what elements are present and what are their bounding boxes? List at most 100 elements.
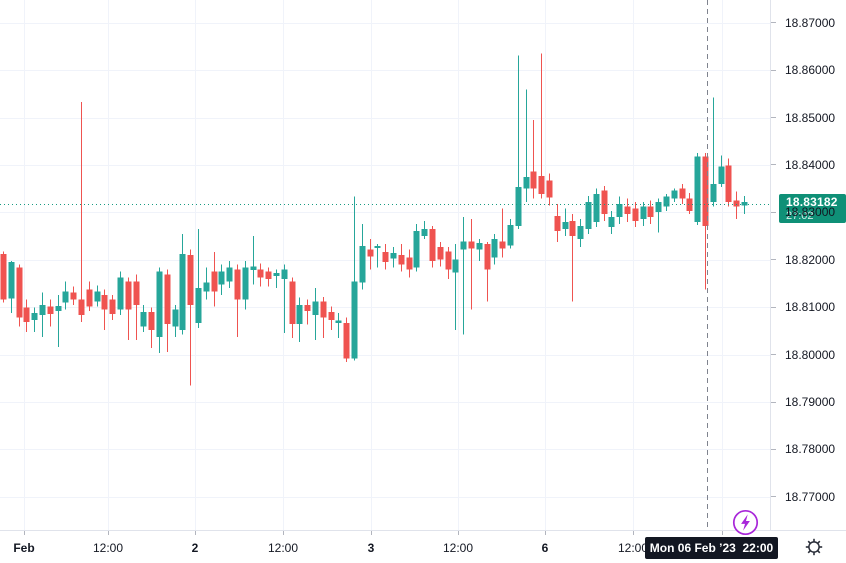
candle[interactable]: [359, 224, 366, 290]
settings-gear-icon[interactable]: [804, 537, 826, 559]
chart-plot-area[interactable]: [0, 0, 770, 536]
candle[interactable]: [491, 234, 498, 265]
candle[interactable]: [8, 261, 15, 313]
candle[interactable]: [562, 208, 569, 237]
candle[interactable]: [413, 224, 420, 272]
candle[interactable]: [304, 299, 311, 325]
candle[interactable]: [351, 196, 358, 361]
time-axis[interactable]: Mon 06 Feb ’23 22:00 Feb 12:00 2 12:00 3 12:0…: [0, 530, 846, 563]
candle[interactable]: [39, 292, 46, 338]
candle[interactable]: [265, 267, 272, 287]
candle[interactable]: [632, 201, 639, 228]
candle[interactable]: [273, 269, 280, 288]
candle[interactable]: [569, 213, 576, 302]
candle[interactable]: [546, 173, 553, 206]
candle[interactable]: [538, 53, 545, 199]
candle[interactable]: [382, 244, 389, 270]
candle[interactable]: [484, 242, 491, 302]
candle[interactable]: [109, 294, 116, 320]
candle[interactable]: [554, 203, 561, 243]
candle[interactable]: [468, 219, 475, 310]
candle[interactable]: [70, 286, 77, 305]
candle[interactable]: [289, 277, 296, 339]
candle[interactable]: [523, 89, 530, 202]
candle[interactable]: [725, 158, 732, 207]
candle[interactable]: [234, 264, 241, 338]
candle[interactable]: [640, 201, 647, 227]
candle[interactable]: [530, 119, 537, 199]
candle[interactable]: [226, 261, 233, 288]
candle[interactable]: [585, 195, 592, 235]
candle[interactable]: [452, 244, 459, 330]
candle[interactable]: [577, 219, 584, 247]
candle[interactable]: [257, 263, 264, 287]
lightning-trade-button[interactable]: [732, 509, 759, 536]
candle[interactable]: [679, 183, 686, 204]
candle[interactable]: [203, 267, 210, 300]
candle[interactable]: [62, 281, 69, 310]
candle[interactable]: [164, 269, 171, 353]
candle[interactable]: [515, 55, 522, 229]
candle[interactable]: [16, 264, 23, 327]
candle[interactable]: [655, 198, 662, 233]
candle[interactable]: [671, 188, 678, 202]
candle[interactable]: [702, 153, 709, 290]
candle[interactable]: [101, 289, 108, 330]
candle[interactable]: [156, 267, 163, 354]
price-axis[interactable]: 18.83182 27:02 18.87000 18.86000 18.85000 1…: [770, 0, 846, 530]
candle[interactable]: [460, 217, 467, 335]
candle[interactable]: [320, 296, 327, 339]
candle[interactable]: [647, 200, 654, 225]
candle[interactable]: [172, 304, 179, 338]
candle[interactable]: [390, 246, 397, 268]
candle[interactable]: [710, 97, 717, 207]
candle[interactable]: [312, 287, 319, 340]
candle[interactable]: [733, 191, 740, 220]
candle[interactable]: [694, 153, 701, 226]
candle[interactable]: [296, 297, 303, 342]
candle[interactable]: [374, 244, 381, 268]
candle[interactable]: [616, 196, 623, 225]
candle[interactable]: [429, 226, 436, 268]
candle[interactable]: [398, 244, 405, 272]
candle[interactable]: [624, 198, 631, 222]
candle[interactable]: [343, 317, 350, 363]
candle[interactable]: [367, 238, 374, 270]
candle[interactable]: [140, 304, 147, 332]
candle[interactable]: [133, 274, 140, 340]
candle[interactable]: [94, 285, 101, 307]
candle[interactable]: [476, 238, 483, 262]
candle[interactable]: [406, 249, 413, 278]
candle[interactable]: [55, 294, 62, 348]
candle[interactable]: [187, 249, 194, 386]
candle[interactable]: [328, 306, 335, 330]
candle[interactable]: [718, 155, 725, 187]
candle[interactable]: [117, 271, 124, 315]
candle[interactable]: [125, 277, 132, 340]
candle[interactable]: [23, 299, 30, 332]
candle[interactable]: [437, 242, 444, 267]
candle[interactable]: [31, 307, 38, 332]
candle[interactable]: [78, 101, 85, 322]
candle[interactable]: [507, 219, 514, 249]
candle[interactable]: [179, 234, 186, 335]
candle[interactable]: [593, 188, 600, 228]
candle[interactable]: [445, 246, 452, 280]
candle[interactable]: [86, 281, 93, 311]
candle[interactable]: [195, 228, 202, 329]
candle[interactable]: [211, 252, 218, 307]
candle[interactable]: [601, 185, 608, 221]
candle[interactable]: [218, 264, 225, 295]
candle[interactable]: [148, 307, 155, 348]
candle[interactable]: [47, 299, 54, 327]
candle[interactable]: [663, 193, 670, 211]
candle[interactable]: [0, 251, 7, 303]
candle[interactable]: [250, 236, 257, 285]
candle[interactable]: [686, 192, 693, 214]
candlestick-chart[interactable]: [0, 0, 770, 530]
candle[interactable]: [335, 312, 342, 339]
candle[interactable]: [281, 264, 288, 333]
candle[interactable]: [421, 220, 428, 239]
candle[interactable]: [608, 210, 615, 235]
candle[interactable]: [242, 261, 249, 310]
